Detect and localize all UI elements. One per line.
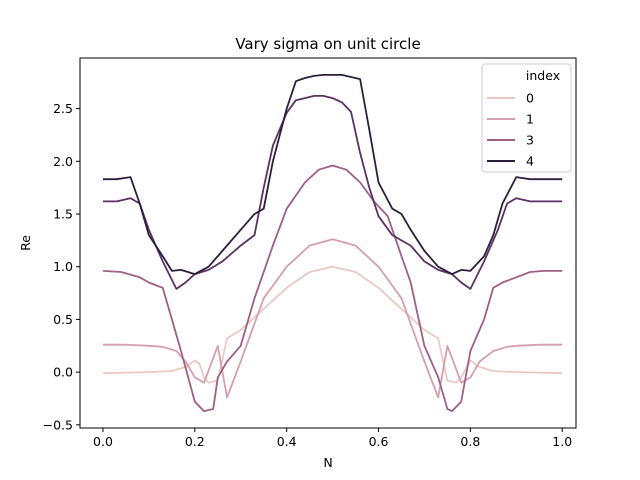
y-tick-label: −0.5 [43, 417, 73, 432]
y-axis: −0.5 0.0 0.5 1.0 1.5 2.0 2.5 [43, 101, 80, 432]
y-tick-label: 1.5 [53, 207, 73, 222]
series-line-2 [102, 164, 563, 413]
plot-frame [79, 57, 577, 429]
legend-entry-label: 3 [526, 133, 534, 148]
legend-title: index [526, 68, 560, 83]
x-tick-label: 0.2 [185, 434, 205, 449]
x-tick-label: 0.6 [369, 434, 389, 449]
x-tick-label: 0.0 [93, 434, 113, 449]
series-layer [102, 74, 563, 413]
x-tick-label: 0.4 [277, 434, 297, 449]
x-tick-label: 0.8 [460, 434, 480, 449]
y-tick-label: 0.0 [53, 365, 73, 380]
y-tick-label: 0.5 [53, 312, 73, 327]
series-line-0 [102, 265, 563, 384]
legend-entry-label: 0 [526, 91, 534, 106]
y-axis-label: Re [18, 235, 33, 251]
series-line-4 [103, 74, 563, 276]
y-tick-label: 2.5 [53, 101, 73, 116]
x-tick-label: 1.0 [552, 434, 572, 449]
series-line-3 [103, 95, 563, 290]
legend-entry-label: 4 [526, 154, 534, 169]
legend-entry-label: 1 [526, 112, 534, 127]
legend-box [481, 63, 572, 173]
x-axis-label: N [323, 455, 332, 470]
legend-entries: 0 1 3 4 [487, 91, 534, 169]
x-axis: 0.0 0.2 0.4 0.6 0.8 1.0 [93, 428, 572, 449]
legend: index 0 1 3 4 [481, 63, 572, 173]
chart-title: Vary sigma on unit circle [235, 35, 420, 53]
y-tick-label: 2.0 [53, 154, 73, 169]
y-tick-label: 1.0 [53, 259, 73, 274]
